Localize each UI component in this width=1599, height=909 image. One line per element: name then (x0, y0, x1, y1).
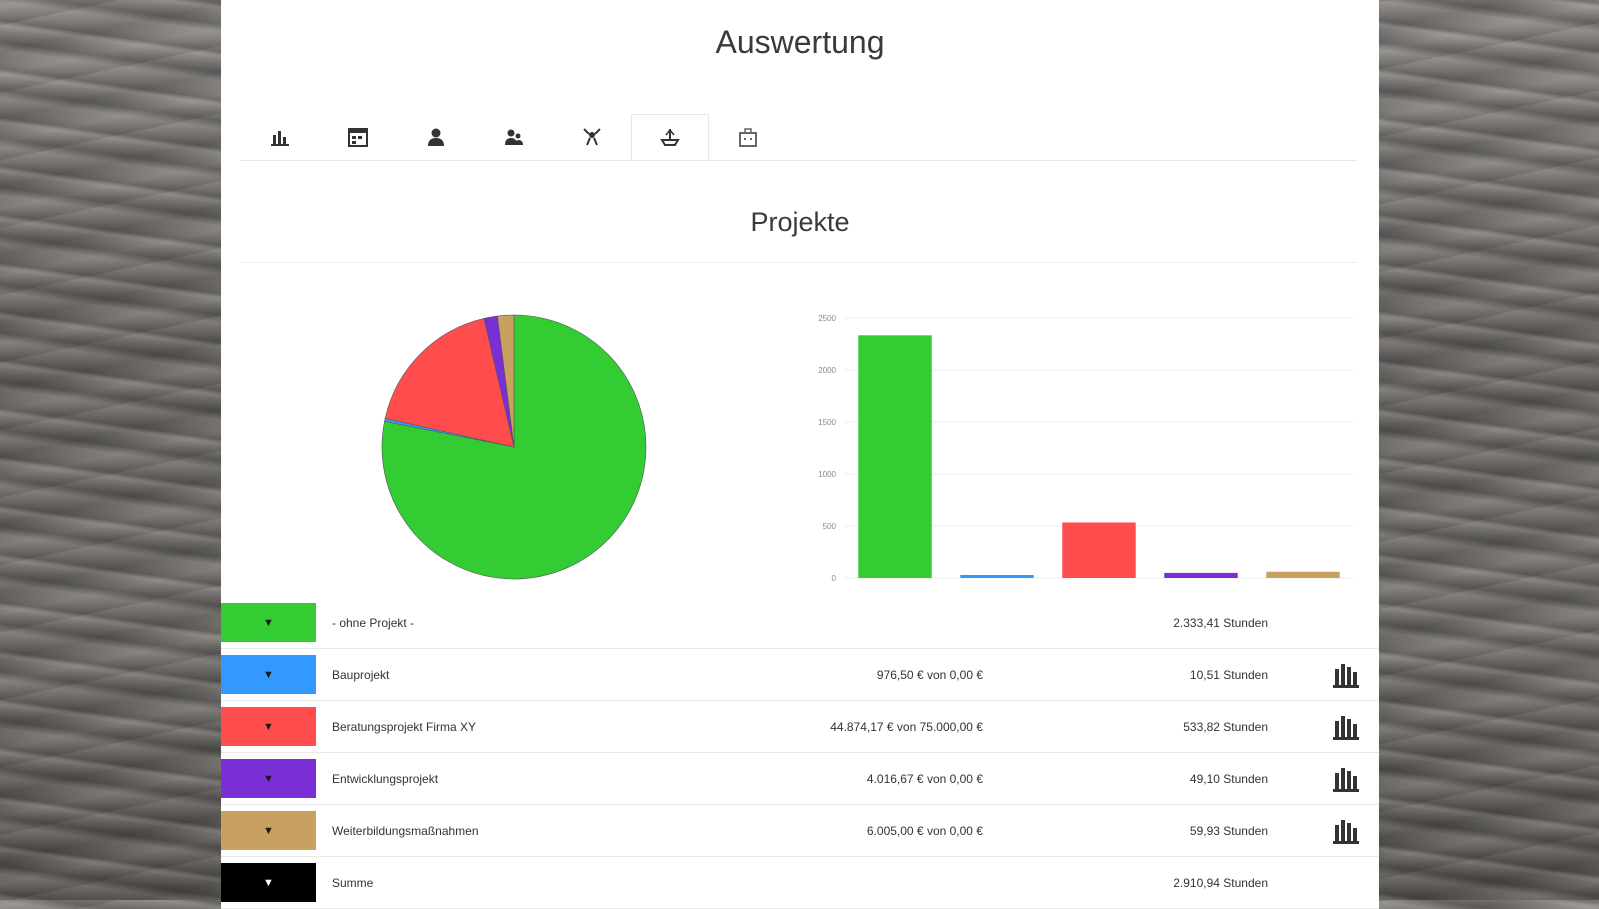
sum-hours: 2.910,94 Stunden (1173, 875, 1268, 890)
y-tick-label: 2500 (818, 314, 836, 323)
projects-icon (660, 128, 680, 146)
project-list: ▼ - ohne Projekt - 2.333,41 Stunden ▼ Ba… (221, 597, 1379, 909)
project-budget: 6.005,00 € von 0,00 € (866, 823, 983, 838)
project-hours: 2.333,41 Stunden (1173, 615, 1268, 630)
caret-down-icon: ▼ (263, 824, 274, 837)
section-title: Projekte (750, 207, 850, 237)
color-toggle[interactable]: ▼ (221, 811, 316, 850)
sum-label: Summe (332, 875, 374, 890)
project-hours: 10,51 Stunden (1189, 667, 1268, 682)
color-toggle[interactable]: ▼ (221, 863, 316, 902)
calendar-icon (348, 128, 368, 147)
bar-chart-icon[interactable] (1331, 711, 1361, 741)
table-row[interactable]: ▼ Beratungsprojekt Firma XY 44.874,17 € … (221, 701, 1379, 753)
bar-chart-icon (271, 131, 289, 146)
tab-company[interactable] (709, 114, 787, 160)
project-budget: 976,50 € von 0,00 € (876, 667, 983, 682)
sum-row: ▼ Summe 2.910,94 Stunden (221, 857, 1379, 909)
bar-chart: 0 500 1000 1500 2000 2500 (818, 314, 1354, 583)
activity-icon (583, 128, 601, 146)
project-hours: 59,93 Stunden (1189, 823, 1268, 838)
caret-down-icon: ▼ (263, 720, 274, 733)
tab-overview[interactable] (241, 114, 319, 160)
project-name: Entwicklungsprojekt (332, 771, 439, 786)
users-icon (505, 129, 523, 145)
y-tick-label: 500 (823, 522, 837, 531)
color-toggle[interactable]: ▼ (221, 759, 316, 798)
bar-chart-icon[interactable] (1331, 659, 1361, 689)
bar-chart-container: 0 500 1000 1500 2000 2500 (804, 308, 1364, 595)
page-title: Auswertung (715, 24, 885, 60)
project-hours: 49,10 Stunden (1189, 771, 1268, 786)
bar (1062, 522, 1136, 578)
tab-activities[interactable] (553, 114, 631, 160)
bar (1266, 571, 1340, 578)
bar (858, 335, 932, 578)
project-name: Bauprojekt (332, 667, 390, 682)
caret-down-icon: ▼ (263, 616, 274, 629)
divider (241, 262, 1357, 263)
caret-down-icon: ▼ (263, 876, 274, 889)
color-toggle[interactable]: ▼ (221, 655, 316, 694)
project-hours: 533,82 Stunden (1183, 719, 1268, 734)
table-row[interactable]: ▼ Bauprojekt 976,50 € von 0,00 € 10,51 S… (221, 649, 1379, 701)
project-name: - ohne Projekt - (332, 615, 415, 630)
tab-users[interactable] (475, 114, 553, 160)
tab-projects[interactable] (631, 114, 709, 160)
caret-down-icon: ▼ (263, 772, 274, 785)
y-tick-label: 1500 (818, 418, 836, 427)
color-toggle[interactable]: ▼ (221, 707, 316, 746)
pie-slice (497, 314, 515, 448)
project-budget: 4.016,67 € von 0,00 € (866, 771, 983, 786)
pie-slice (384, 318, 515, 448)
bar-chart-icon[interactable] (1331, 815, 1361, 845)
color-toggle[interactable]: ▼ (221, 603, 316, 642)
tab-user[interactable] (397, 114, 475, 160)
tab-bar (241, 114, 1357, 161)
y-tick-label: 1000 (818, 470, 836, 479)
project-name: Beratungsprojekt Firma XY (332, 719, 477, 734)
tab-calendar[interactable] (319, 114, 397, 160)
table-row[interactable]: ▼ Weiterbildungsmaßnahmen 6.005,00 € von… (221, 805, 1379, 857)
y-tick-label: 2000 (818, 366, 836, 375)
project-budget: 44.874,17 € von 75.000,00 € (830, 719, 983, 734)
table-row[interactable]: ▼ - ohne Projekt - 2.333,41 Stunden (221, 597, 1379, 649)
user-icon (428, 128, 444, 146)
bar-chart-icon[interactable] (1331, 763, 1361, 793)
pie-chart (381, 314, 647, 580)
y-tick-label: 0 (832, 574, 837, 583)
main-panel: Auswertung Projekte 0 500 1000 1500 2000 2500 (221, 0, 1379, 909)
table-row[interactable]: ▼ Entwicklungsprojekt 4.016,67 € von 0,0… (221, 753, 1379, 805)
bar (960, 575, 1034, 578)
building-icon (739, 128, 757, 147)
bar (1164, 572, 1238, 578)
project-name: Weiterbildungsmaßnahmen (332, 823, 479, 838)
caret-down-icon: ▼ (263, 668, 274, 681)
pie-chart-container (379, 312, 649, 587)
